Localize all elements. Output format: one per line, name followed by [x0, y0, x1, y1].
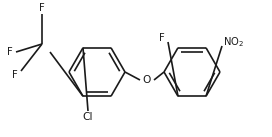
- Text: F: F: [39, 3, 45, 13]
- Text: F: F: [159, 33, 165, 43]
- Text: NO$_2$: NO$_2$: [223, 35, 245, 49]
- Text: F: F: [7, 47, 13, 57]
- Text: O: O: [143, 75, 151, 85]
- Text: Cl: Cl: [83, 112, 93, 122]
- Text: F: F: [12, 70, 18, 80]
